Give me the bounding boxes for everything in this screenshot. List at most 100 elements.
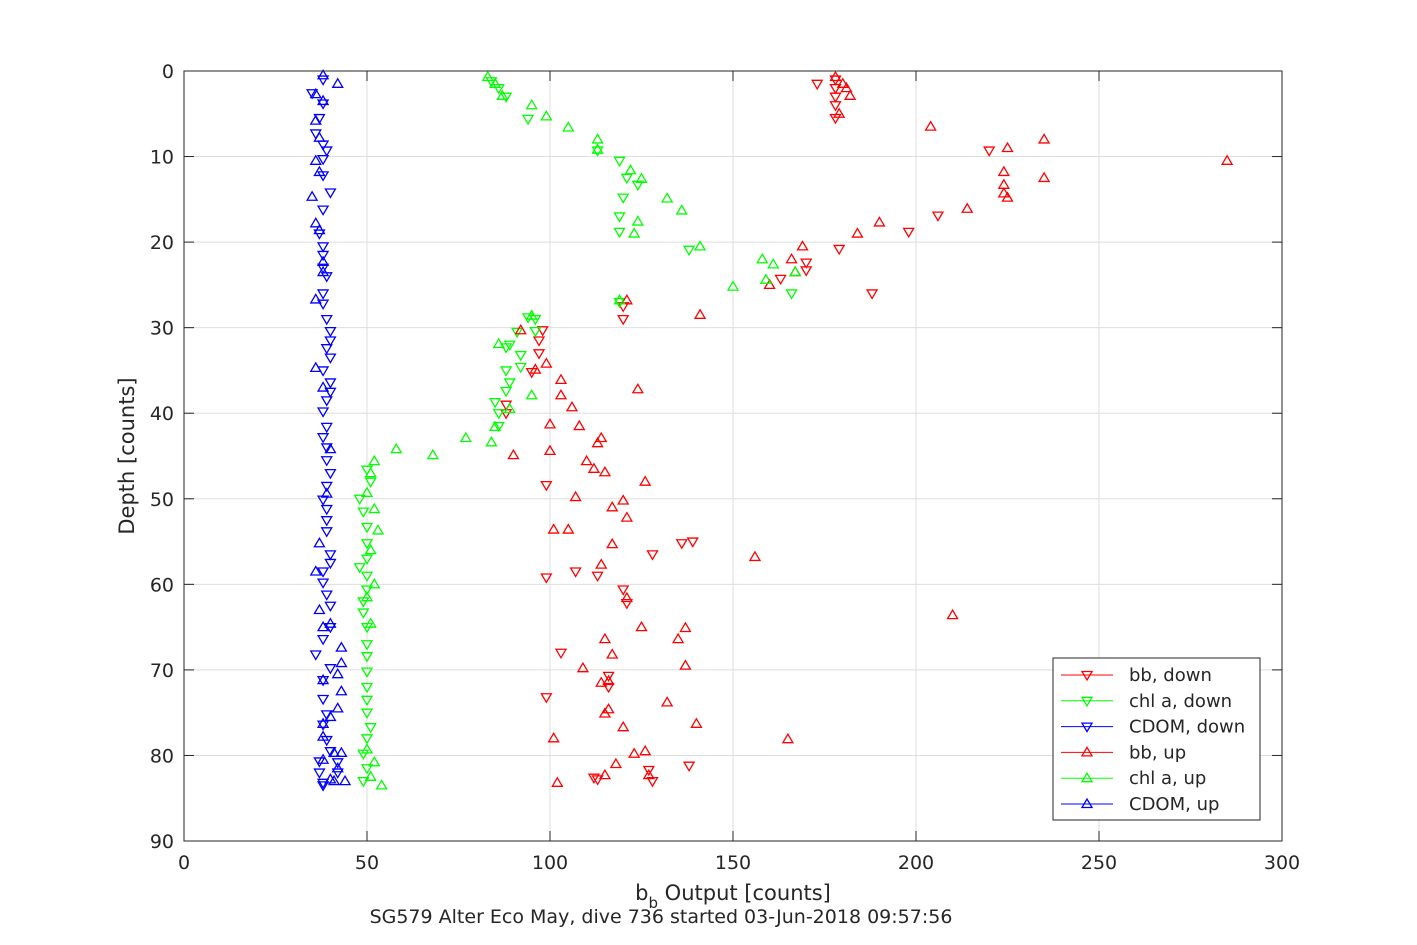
data-point	[569, 567, 582, 578]
data-point	[536, 326, 549, 337]
data-point	[320, 396, 333, 407]
data-point	[324, 710, 337, 722]
data-point	[368, 578, 381, 589]
data-point	[836, 77, 849, 88]
data-point	[481, 70, 494, 82]
data-point	[316, 578, 330, 589]
data-point	[309, 293, 322, 304]
data-point	[360, 539, 374, 550]
data-point	[613, 294, 626, 305]
data-point	[961, 202, 974, 213]
data-point	[368, 454, 381, 466]
data-point	[320, 422, 333, 434]
data-point	[320, 456, 333, 467]
data-point	[360, 585, 374, 596]
data-point	[313, 131, 326, 142]
data-point	[360, 486, 374, 497]
data-point	[324, 601, 337, 613]
data-point	[679, 621, 692, 633]
data-point	[591, 146, 604, 157]
data-point	[554, 388, 568, 400]
y-tick-label: 70	[150, 660, 174, 682]
data-point	[331, 761, 344, 773]
data-point	[529, 314, 542, 326]
y-tick-label: 50	[150, 489, 174, 511]
data-point	[756, 252, 769, 264]
data-point	[313, 536, 326, 548]
data-point	[602, 674, 615, 686]
data-point	[492, 421, 505, 433]
data-point	[499, 92, 513, 103]
data-point	[829, 92, 842, 103]
data-point	[660, 696, 674, 707]
data-point	[510, 327, 524, 339]
data-point	[353, 563, 366, 574]
data-point	[316, 299, 330, 310]
data-point	[316, 694, 330, 706]
data-point	[320, 487, 333, 498]
data-point	[759, 273, 773, 284]
y-tick-label: 60	[150, 574, 174, 596]
data-point	[800, 266, 813, 277]
data-point	[316, 720, 330, 731]
data-point	[591, 571, 604, 583]
x-axis-label-subscript: b	[648, 894, 658, 912]
data-point	[316, 753, 330, 764]
y-tick-label: 80	[150, 745, 174, 767]
data-point	[514, 362, 527, 374]
data-point	[499, 386, 513, 398]
data-point	[309, 565, 322, 576]
data-point	[591, 133, 604, 144]
data-point	[628, 747, 641, 758]
data-point	[305, 89, 319, 100]
data-point	[829, 83, 842, 95]
data-point	[360, 652, 374, 663]
legend-label: CDOM, up	[1129, 794, 1219, 815]
data-point	[324, 188, 337, 199]
data-point	[613, 227, 626, 239]
data-point	[316, 250, 330, 262]
y-tick-label: 0	[162, 61, 174, 83]
data-point	[587, 462, 601, 473]
data-point	[785, 252, 798, 264]
data-point	[540, 110, 553, 121]
data-point	[525, 98, 538, 110]
data-point	[324, 387, 337, 399]
y-tick-label: 90	[150, 831, 174, 853]
data-point	[598, 707, 612, 718]
data-point	[488, 77, 502, 88]
data-point	[309, 217, 322, 228]
data-point	[488, 420, 502, 432]
legend-marker	[1080, 722, 1094, 733]
legend: bb, down chl a, down CDOM, down bb, up chl a…	[1052, 657, 1261, 821]
data-point	[1001, 141, 1014, 153]
data-point	[316, 171, 330, 182]
data-point	[324, 664, 337, 675]
data-point	[499, 366, 513, 377]
data-point	[335, 746, 348, 758]
data-point	[331, 77, 344, 88]
data-point	[316, 730, 330, 741]
data-point	[309, 154, 322, 165]
data-point	[529, 363, 542, 374]
data-point	[324, 442, 337, 454]
x-tick-label: 50	[355, 852, 379, 874]
data-point	[316, 68, 330, 80]
legend-entry: chl a, down	[1061, 691, 1232, 712]
data-point	[492, 409, 505, 420]
data-point	[360, 622, 374, 634]
legend-marker	[1080, 771, 1094, 783]
data-point	[316, 255, 330, 266]
x-axis-label: bb Output [counts]	[635, 881, 831, 912]
data-point	[865, 289, 879, 300]
x-tick-label: 150	[715, 852, 751, 874]
legend-marker	[1080, 797, 1094, 809]
data-point	[547, 523, 560, 534]
data-point	[331, 667, 344, 679]
data-point	[316, 94, 330, 106]
data-point	[316, 381, 330, 392]
series-bb-up	[507, 70, 1234, 787]
data-point	[1220, 154, 1234, 165]
data-point	[327, 774, 341, 786]
data-point	[324, 550, 337, 561]
